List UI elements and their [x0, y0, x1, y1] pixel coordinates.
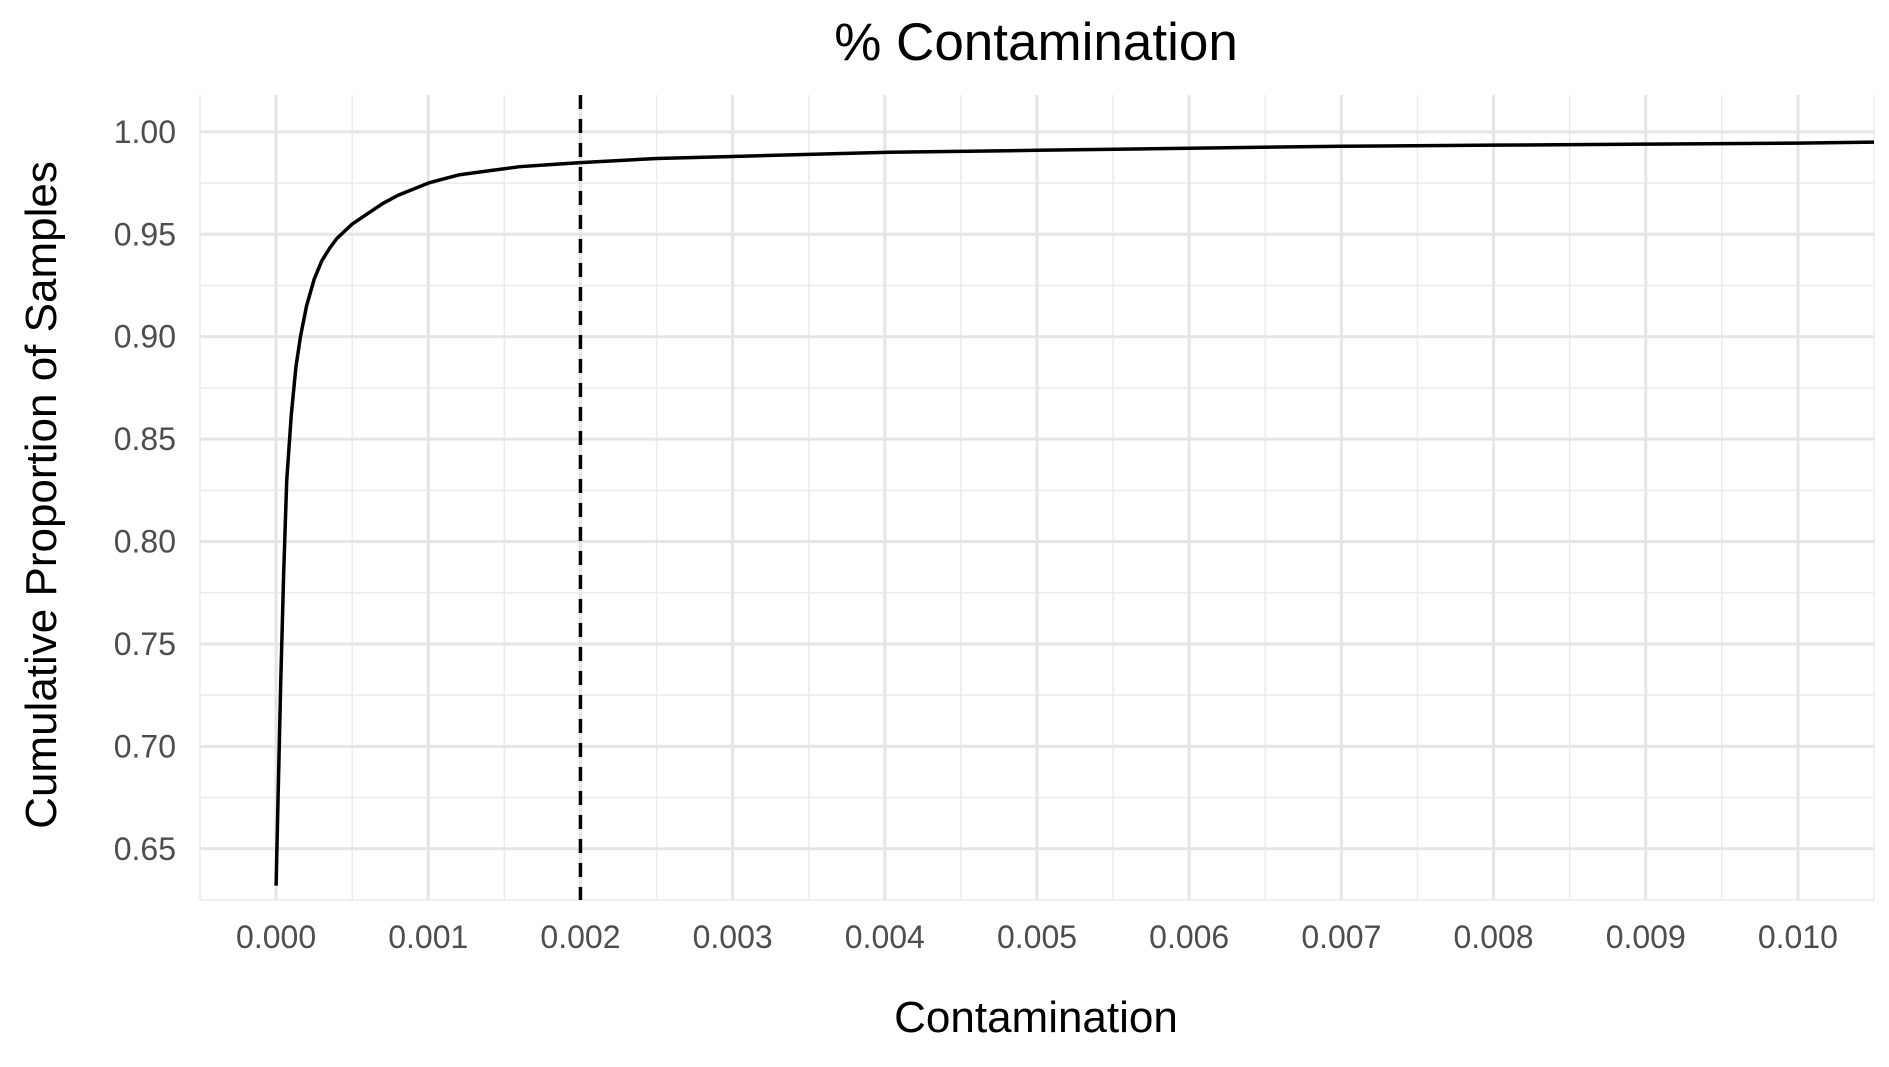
series-line [274, 140, 1875, 886]
y-tick-label: 0.85 [114, 421, 176, 457]
y-axis-tick-labels: 0.65 0.70 0.75 0.80 0.85 0.90 0.95 1.00 [114, 114, 176, 867]
x-tick-label: 0.000 [236, 919, 316, 955]
x-tick-label: 0.008 [1454, 919, 1534, 955]
x-tick-label: 0.003 [693, 919, 773, 955]
x-tick-label: 0.004 [845, 919, 925, 955]
y-axis-title: Cumulative Proportion of Samples [17, 161, 66, 829]
major-gridlines [200, 95, 1874, 900]
y-tick-label: 0.90 [114, 319, 176, 355]
y-tick-label: 0.95 [114, 216, 176, 252]
x-axis-title: Contamination [894, 993, 1178, 1042]
y-tick-label: 0.65 [114, 831, 176, 867]
x-tick-label: 0.002 [540, 919, 620, 955]
x-tick-label: 0.001 [388, 919, 468, 955]
x-tick-label: 0.010 [1758, 919, 1838, 955]
y-tick-label: 0.80 [114, 524, 176, 560]
x-tick-label: 0.005 [997, 919, 1077, 955]
chart-title: % Contamination [834, 13, 1238, 72]
x-tick-label: 0.006 [1149, 919, 1229, 955]
x-axis-tick-labels: 0.000 0.001 0.002 0.003 0.004 0.005 0.006 0.007… [236, 919, 1838, 955]
x-tick-label: 0.007 [1301, 919, 1381, 955]
data-series [274, 140, 1875, 886]
y-tick-label: 0.75 [114, 626, 176, 662]
y-tick-label: 0.70 [114, 728, 176, 764]
y-tick-label: 1.00 [114, 114, 176, 150]
x-tick-label: 0.009 [1606, 919, 1686, 955]
